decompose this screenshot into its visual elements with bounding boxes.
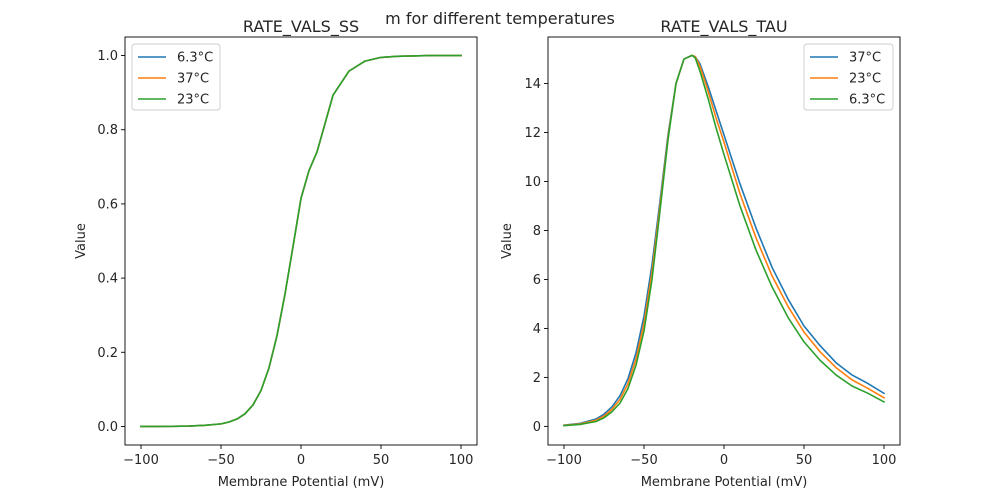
x-tick-label: −100 bbox=[123, 453, 159, 468]
legend-box bbox=[803, 43, 894, 111]
y-tick-label: 12 bbox=[524, 126, 541, 141]
x-axis-label: Membrane Potential (mV) bbox=[218, 475, 385, 490]
y-axis-label: Value bbox=[500, 223, 515, 259]
x-tick-label: −50 bbox=[207, 453, 234, 468]
y-tick-label: 1.0 bbox=[97, 49, 118, 64]
x-tick-label: 0 bbox=[297, 453, 305, 468]
x-tick-label: 0 bbox=[720, 453, 728, 468]
series-line-2 bbox=[140, 54, 462, 428]
y-tick-label: 10 bbox=[524, 175, 541, 190]
y-tick-label: 0.8 bbox=[97, 123, 118, 138]
subplot-title: RATE_VALS_SS bbox=[243, 17, 359, 37]
y-tick-label: 0.2 bbox=[97, 346, 118, 361]
legend: 6.3°C 37°C 23°C bbox=[131, 43, 221, 111]
y-axis-label: Value bbox=[74, 223, 89, 259]
x-tick-label: −100 bbox=[546, 453, 582, 468]
x-tick-label: 50 bbox=[796, 453, 813, 468]
series-line-0 bbox=[140, 54, 462, 428]
subplot-title: RATE_VALS_TAU bbox=[660, 17, 787, 37]
y-tick-label: 0.6 bbox=[97, 197, 118, 212]
legend-label: 6.3°C bbox=[177, 51, 213, 66]
series-line-0 bbox=[563, 54, 886, 427]
legend-label: 23°C bbox=[849, 72, 881, 87]
series-line-1 bbox=[563, 54, 886, 427]
y-tick-label: 8 bbox=[533, 224, 541, 239]
subplot-rate-vals-ss: RATE_VALS_SS −100 −50 0 50 100 0.0 0.2 0.4 0.6 0.8… bbox=[74, 17, 478, 490]
series-line-1 bbox=[140, 54, 462, 428]
y-tick-label: 0.4 bbox=[97, 272, 118, 287]
figure-suptitle: m for different temperatures bbox=[385, 9, 615, 28]
y-tick-label: 4 bbox=[533, 322, 541, 337]
y-tick-label: 2 bbox=[533, 371, 541, 386]
legend-label: 37°C bbox=[849, 51, 881, 66]
legend-label: 37°C bbox=[177, 72, 209, 87]
y-tick-label: 0.0 bbox=[97, 420, 118, 435]
legend-label: 6.3°C bbox=[849, 93, 885, 108]
legend-box bbox=[131, 43, 221, 111]
y-tick-label: 14 bbox=[524, 77, 541, 92]
x-tick-label: 100 bbox=[872, 453, 897, 468]
y-tick-label: 6 bbox=[533, 273, 541, 288]
legend: 37°C 23°C 6.3°C bbox=[803, 43, 894, 111]
legend-label: 23°C bbox=[177, 93, 209, 108]
x-tick-label: −50 bbox=[630, 453, 657, 468]
series-line-2 bbox=[563, 54, 886, 427]
y-tick-label: 0 bbox=[533, 420, 541, 435]
subplot-rate-vals-tau: RATE_VALS_TAU −100 −50 0 50 100 0 2 4 6 8 10 12 14 Mem… bbox=[500, 17, 901, 490]
x-tick-label: 100 bbox=[449, 453, 474, 468]
x-axis-label: Membrane Potential (mV) bbox=[641, 475, 808, 490]
x-tick-label: 50 bbox=[373, 453, 390, 468]
